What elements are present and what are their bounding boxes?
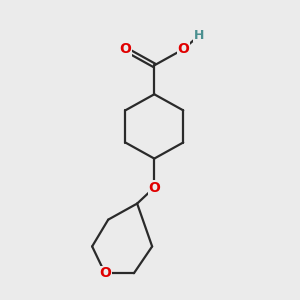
Text: O: O (148, 181, 160, 194)
Text: H: H (194, 29, 205, 42)
Text: O: O (119, 42, 131, 56)
Text: O: O (177, 42, 189, 56)
Text: O: O (99, 266, 111, 280)
